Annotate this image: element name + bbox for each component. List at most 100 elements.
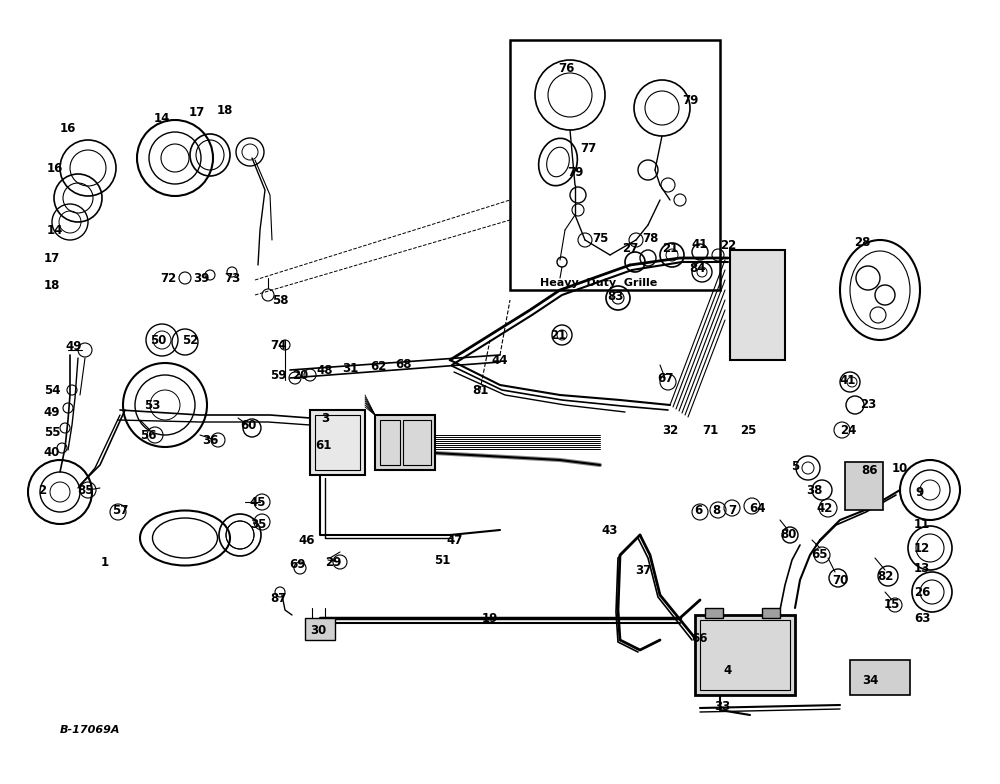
Text: 34: 34 (862, 673, 878, 687)
Text: 18: 18 (217, 103, 233, 117)
Text: 20: 20 (292, 368, 308, 382)
Text: 72: 72 (160, 271, 176, 285)
Text: 43: 43 (602, 524, 618, 536)
Text: 3: 3 (321, 412, 329, 424)
Text: 41: 41 (840, 373, 856, 387)
Bar (845, 462, 883, 510)
Text: 57: 57 (112, 503, 128, 517)
Text: 78: 78 (642, 231, 658, 245)
Text: 37: 37 (635, 564, 651, 576)
Text: 58: 58 (272, 293, 288, 307)
Bar (762, 608, 780, 618)
Text: 75: 75 (592, 231, 608, 245)
Text: 26: 26 (914, 586, 930, 598)
Text: 39: 39 (193, 271, 209, 285)
Text: 14: 14 (47, 223, 63, 237)
Bar (850, 660, 910, 695)
Text: 84: 84 (690, 262, 706, 274)
Text: 82: 82 (877, 569, 893, 583)
Text: 9: 9 (916, 485, 924, 499)
Text: 56: 56 (140, 429, 156, 441)
Text: 32: 32 (662, 423, 678, 437)
Text: 70: 70 (832, 574, 848, 586)
Text: 15: 15 (884, 597, 900, 611)
Text: 36: 36 (202, 434, 218, 447)
Text: 76: 76 (558, 61, 574, 74)
Text: 71: 71 (702, 423, 718, 437)
Text: 64: 64 (750, 502, 766, 514)
Text: 1: 1 (101, 556, 109, 568)
Text: 10: 10 (892, 462, 908, 474)
Text: 27: 27 (622, 241, 638, 255)
Text: 22: 22 (720, 238, 736, 252)
Text: 38: 38 (806, 484, 822, 496)
Text: 69: 69 (290, 558, 306, 572)
Text: 19: 19 (482, 612, 498, 625)
Text: 77: 77 (580, 141, 596, 154)
Text: 67: 67 (657, 372, 673, 384)
Text: 66: 66 (692, 631, 708, 644)
Bar (310, 410, 365, 475)
Bar (700, 620, 790, 690)
Text: 45: 45 (250, 495, 266, 509)
Text: 29: 29 (325, 556, 341, 568)
Text: 14: 14 (154, 111, 170, 125)
Text: 41: 41 (692, 238, 708, 251)
Text: 8: 8 (712, 503, 720, 517)
Text: 49: 49 (44, 405, 60, 419)
Text: 83: 83 (607, 289, 623, 303)
Bar (403, 420, 431, 465)
Text: 48: 48 (317, 364, 333, 376)
Text: 68: 68 (395, 358, 411, 371)
Text: 59: 59 (270, 368, 286, 382)
Text: 30: 30 (310, 623, 326, 637)
Text: 7: 7 (728, 503, 736, 517)
Bar (315, 415, 360, 470)
Text: 5: 5 (791, 459, 799, 473)
Text: 21: 21 (550, 328, 566, 342)
Text: 79: 79 (682, 93, 698, 107)
Text: B-17069A: B-17069A (60, 725, 120, 735)
Text: 79: 79 (567, 165, 583, 179)
Text: 86: 86 (862, 463, 878, 477)
Text: 25: 25 (740, 423, 756, 437)
Bar (730, 250, 785, 360)
Text: 28: 28 (854, 235, 870, 249)
Text: 13: 13 (914, 561, 930, 575)
Text: 16: 16 (47, 162, 63, 175)
Text: 24: 24 (840, 423, 856, 437)
Text: 54: 54 (44, 383, 60, 397)
Bar (375, 415, 435, 470)
Text: 12: 12 (914, 542, 930, 554)
Text: 50: 50 (150, 333, 166, 347)
Text: 53: 53 (144, 398, 160, 412)
Bar (305, 618, 335, 640)
Text: 62: 62 (370, 360, 386, 372)
Text: 35: 35 (250, 517, 266, 531)
Text: 6: 6 (694, 503, 702, 517)
Text: 61: 61 (315, 438, 331, 452)
Text: 52: 52 (182, 333, 198, 347)
Text: 85: 85 (77, 484, 93, 496)
Bar (695, 615, 795, 695)
Text: 51: 51 (434, 554, 450, 567)
Text: 16: 16 (60, 122, 76, 135)
Text: 40: 40 (44, 445, 60, 459)
Text: 2: 2 (38, 484, 46, 496)
Text: 44: 44 (492, 354, 508, 366)
Text: 74: 74 (270, 339, 286, 351)
Text: 81: 81 (472, 383, 488, 397)
Text: 63: 63 (914, 612, 930, 625)
Text: 49: 49 (66, 339, 82, 353)
Text: 65: 65 (812, 549, 828, 561)
Text: 17: 17 (189, 106, 205, 118)
Text: 80: 80 (780, 528, 796, 540)
Text: 17: 17 (44, 252, 60, 264)
Bar (705, 608, 723, 618)
Text: 23: 23 (860, 397, 876, 411)
Text: 21: 21 (662, 241, 678, 255)
Text: 46: 46 (299, 533, 315, 546)
Text: 4: 4 (724, 663, 732, 677)
Text: 47: 47 (447, 533, 463, 546)
Bar (510, 40, 720, 290)
